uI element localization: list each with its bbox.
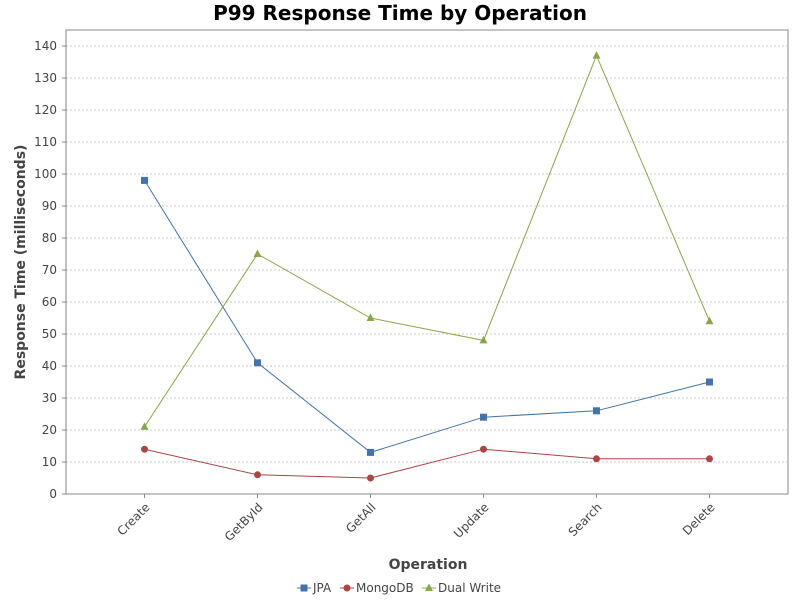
legend-item: JPA [297,581,332,595]
y-tick-label: 110 [34,135,57,149]
series-line [144,54,710,428]
y-tick-label: 100 [34,167,57,181]
chart-title: P99 Response Time by Operation [213,1,587,25]
data-point [593,407,600,415]
legend-item: Dual Write [422,581,501,595]
y-tick-label: 90 [42,199,57,213]
y-tick-label: 140 [34,39,57,53]
y-tick-label: 70 [42,263,57,277]
series-line [144,448,710,479]
legend-marker [425,583,433,591]
y-tick-label: 40 [42,359,57,373]
data-point [253,249,262,257]
x-tick-label: GetAll [343,500,379,536]
x-axis-title: Operation [389,557,468,573]
plot-area [65,29,789,495]
y-tick-label: 30 [42,391,57,405]
data-point [705,316,714,325]
x-tick-label: GetById [222,500,266,544]
x-tick-label: Update [451,500,492,541]
series-dual-write [140,51,714,430]
y-axis-title: Response Time (milliseconds) [13,145,29,380]
data-point [367,474,374,482]
data-point [592,51,601,59]
legend-label: JPA [312,581,332,595]
x-axis: Create GetById GetAll Update Search Delete [66,493,788,544]
y-tick-label: 80 [42,231,57,245]
x-tick-label: Create [115,500,153,538]
y-tick-label: 60 [42,295,57,309]
data-point [479,335,488,344]
data-point [593,455,600,463]
legend-label: Dual Write [438,581,501,595]
legend-marker [300,584,308,592]
series-lines [140,51,714,482]
y-axis: 0 10 20 30 40 50 60 70 80 90 100 110 120 130 140 [34,30,67,501]
data-point [254,471,261,479]
data-point [706,378,713,386]
y-tick-label: 20 [42,423,57,437]
y-tick-label: 130 [34,71,57,85]
data-point [366,313,375,321]
data-point [254,359,261,367]
gridlines [66,45,788,463]
legend-marker [343,584,351,592]
y-tick-label: 0 [49,487,57,501]
data-point [141,176,148,184]
series-jpa [141,176,713,456]
y-tick-label: 120 [34,103,57,117]
data-point [480,445,487,453]
x-tick-label: Search [566,500,605,539]
series-mongodb [141,445,713,482]
y-tick-label: 50 [42,327,57,341]
data-point [706,455,713,463]
y-tick-label: 10 [42,455,57,469]
legend-label: MongoDB [356,581,414,595]
data-point [367,448,374,456]
legend: JPA MongoDB Dual Write [297,581,501,595]
series-line [144,180,710,453]
data-point [140,422,149,430]
data-point [141,445,148,453]
x-tick-label: Delete [680,500,718,538]
legend-item: MongoDB [340,581,414,595]
data-point [480,413,487,421]
